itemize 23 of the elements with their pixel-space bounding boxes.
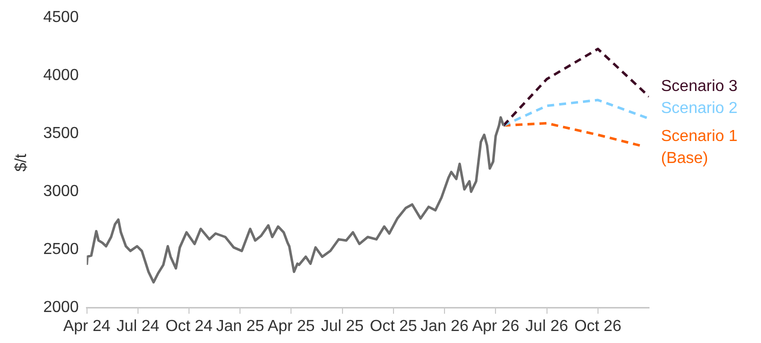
x-tick-label: Jul 24 <box>116 318 160 335</box>
x-tick-label: Oct 25 <box>370 318 418 335</box>
x-tick-label: Jul 25 <box>320 318 364 335</box>
series-label: Scenario 1 (Base) <box>661 128 738 167</box>
x-tick-label: Jan 25 <box>216 318 264 335</box>
x-tick-label: Jul 26 <box>525 318 568 335</box>
y-tick-label: 3500 <box>43 125 79 142</box>
line-series <box>502 98 649 127</box>
y-tick-label: 3000 <box>43 183 79 200</box>
series-label: Scenario 2 <box>661 100 738 117</box>
x-tick-label: Apr 26 <box>472 318 520 335</box>
y-tick-label: 4500 <box>43 9 79 26</box>
x-tick-label: Jan 26 <box>420 318 469 335</box>
x-tick-label: Oct 24 <box>165 318 213 335</box>
series-label: Scenario 3 <box>661 78 738 95</box>
line-series <box>502 48 649 127</box>
x-tick-label: Apr 25 <box>268 318 315 335</box>
x-tick-label: Apr 24 <box>63 318 110 335</box>
y-axis-title: $/t <box>13 153 30 172</box>
y-tick-label: 2000 <box>43 299 79 316</box>
x-tick-label: Oct 26 <box>574 318 622 335</box>
y-tick-label: 4000 <box>43 67 79 84</box>
y-tick-label: 2500 <box>43 241 79 258</box>
